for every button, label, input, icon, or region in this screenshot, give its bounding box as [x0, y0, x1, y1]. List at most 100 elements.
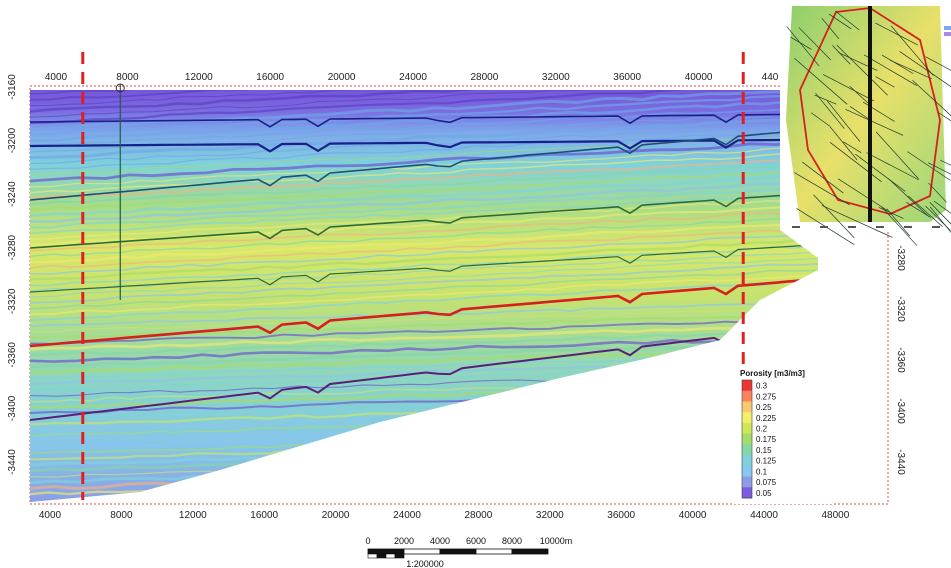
inset-fault: [814, 94, 837, 105]
inset-tick: [876, 226, 884, 228]
legend-value-label: 0.1: [756, 467, 768, 476]
legend-swatch: [742, 444, 752, 456]
scale-subblock: [394, 553, 405, 559]
top-tick-label: 40000: [685, 72, 713, 83]
inset-fault: [828, 13, 852, 30]
reflector-stripe: [30, 122, 818, 165]
bottom-tick-label: 48000: [821, 510, 849, 521]
inset-tick: [904, 226, 912, 228]
reflector-stripe: [30, 266, 818, 310]
left-tick-label: -3200: [7, 127, 18, 153]
inset-fault: [933, 200, 951, 214]
legend-value-label: 0.2: [756, 424, 768, 433]
inset-fault: [837, 178, 888, 211]
left-tick-label: -3400: [7, 395, 18, 421]
inset-fault: [887, 178, 929, 217]
inset-tick: [848, 226, 856, 228]
inset-fault: [863, 54, 918, 87]
horizon-line: [30, 278, 811, 348]
reflector-stripe: [30, 144, 818, 188]
reflector-stripe: [30, 279, 818, 322]
bottom-tick-label: 44000: [750, 510, 778, 521]
right-tick-label: -3440: [895, 449, 906, 475]
inset-fault: [937, 112, 951, 122]
left-tick-label: -3440: [7, 449, 18, 475]
scale-label: 8000: [502, 536, 522, 546]
inset-fault: [855, 153, 906, 192]
scale-bar: 0 2000 4000 6000 8000 10000m 1:200000: [365, 536, 572, 568]
left-tick-label: -3360: [7, 342, 18, 368]
legend-swatch: [742, 487, 752, 499]
inset-tick: [932, 226, 940, 228]
horizon-line: [30, 244, 811, 293]
scale-block: [511, 548, 549, 555]
inset-fault: [880, 206, 918, 246]
right-tick-label: -3360: [895, 347, 906, 373]
inset-fault: [849, 85, 869, 104]
inset-fault: [927, 162, 951, 175]
top-tick-label: 8000: [116, 72, 139, 83]
legend-value-label: 0.175: [756, 435, 777, 444]
inset-fault: [802, 161, 844, 194]
reflector-stripe: [30, 175, 818, 218]
right-tick-label: -3320: [895, 296, 906, 322]
legend-title: Porosity [m3/m3]: [740, 369, 805, 378]
horizon-line: [30, 129, 811, 201]
top-tick-label: 440: [762, 72, 779, 83]
reflector-stripe: [30, 225, 818, 269]
scale-label: 6000: [466, 536, 486, 546]
reflector-stripe: [30, 324, 818, 351]
scale-ratio: 1:200000: [406, 559, 444, 568]
reflector-stripe: [30, 208, 818, 252]
inset-fault: [908, 195, 943, 227]
left-tick-label: -3320: [7, 288, 18, 314]
reflector-stripe: [30, 341, 818, 369]
right-tick-label: -3400: [895, 398, 906, 424]
reflector-stripe: [30, 328, 818, 357]
scale-block: [439, 548, 477, 555]
legend-swatch: [742, 476, 752, 488]
inset-fault: [899, 51, 951, 88]
section-limit-markers: [81, 52, 745, 500]
reflector-stripe: [30, 334, 818, 363]
scale-label: 0: [365, 536, 370, 546]
inset-fault: [790, 36, 812, 50]
reflector-stripe: [30, 192, 818, 234]
legend-value-label: 0.25: [756, 403, 772, 412]
inset-fault: [875, 76, 895, 88]
inset-fault: [815, 92, 845, 129]
inset-fault: [889, 59, 932, 80]
top-tick-label: 4000: [45, 72, 68, 83]
inset-fault: [886, 208, 910, 237]
reflector-stripe: [30, 274, 818, 316]
inset-fault: [826, 100, 861, 142]
left-tick-label: -3280: [7, 234, 18, 260]
inset-fault: [832, 45, 851, 65]
reflector-stripe: [30, 162, 818, 206]
reflector-stripe: [30, 157, 818, 200]
legend-value-label: 0.05: [756, 489, 772, 498]
inset-fault: [794, 57, 848, 105]
legend-value-label: 0.3: [756, 382, 768, 391]
horizon-lines: [30, 113, 811, 421]
legend-colorbar-border: [741, 379, 753, 499]
legend-swatch: [742, 422, 752, 435]
reflector-stripe: [30, 128, 818, 171]
inset-fault: [829, 126, 858, 161]
scale-block: [403, 548, 441, 555]
reflector-stripe: [30, 221, 818, 264]
reflector-stripe: [30, 178, 818, 223]
inset-fault: [866, 152, 920, 181]
inset-fault: [925, 56, 951, 71]
legend-value-label: 0.075: [756, 478, 777, 487]
bottom-tick-label: 16000: [250, 510, 278, 521]
bottom-tick-label: 36000: [607, 510, 635, 521]
inset-tick: [820, 226, 828, 228]
inset-fault: [929, 206, 951, 233]
reflector-stripe: [30, 138, 818, 183]
reflector-stripe: [30, 256, 818, 298]
reflector-stripe: [30, 167, 818, 211]
horizon-line: [30, 113, 811, 128]
inset-fault: [843, 141, 862, 154]
